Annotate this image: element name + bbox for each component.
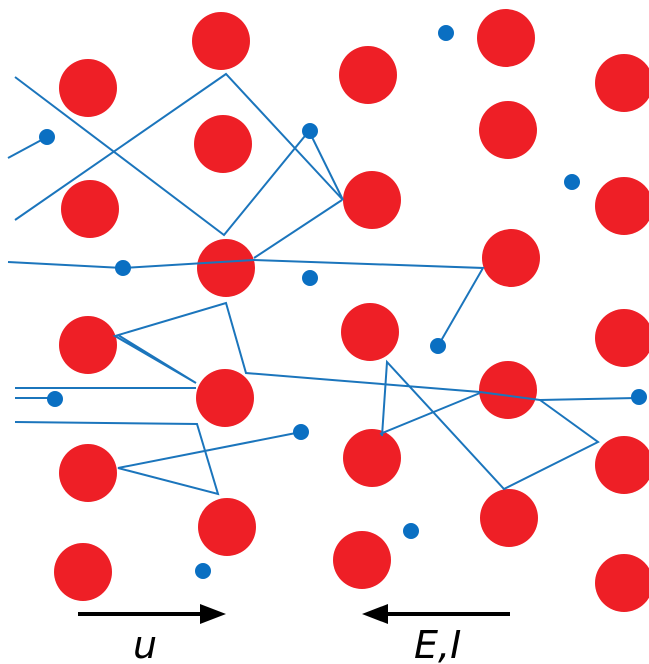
ion-23 bbox=[54, 543, 112, 601]
ion-1 bbox=[192, 12, 250, 70]
ion-6 bbox=[194, 115, 252, 173]
ion-21 bbox=[198, 498, 256, 556]
trajectory-11 bbox=[381, 359, 600, 491]
ion-7 bbox=[479, 101, 537, 159]
ion-12 bbox=[482, 229, 540, 287]
ion-9 bbox=[343, 171, 401, 229]
ion-15 bbox=[595, 309, 649, 367]
ion-3 bbox=[339, 46, 397, 104]
field-current-arrow bbox=[362, 604, 510, 624]
electron-1 bbox=[438, 25, 454, 41]
electron-12 bbox=[195, 563, 211, 579]
drift-velocity-label: u bbox=[133, 623, 157, 664]
electron-4 bbox=[564, 174, 580, 190]
field-current-label: E,I bbox=[414, 623, 461, 664]
lattice-ions bbox=[54, 9, 649, 612]
trajectory-8 bbox=[14, 421, 302, 496]
ion-16 bbox=[196, 369, 254, 427]
electron-9 bbox=[631, 389, 647, 405]
ion-20 bbox=[595, 436, 649, 494]
ion-4 bbox=[477, 9, 535, 67]
ion-2 bbox=[59, 59, 117, 117]
ion-18 bbox=[59, 444, 117, 502]
electron-3 bbox=[302, 123, 318, 139]
ion-10 bbox=[595, 177, 649, 235]
ion-8 bbox=[61, 180, 119, 238]
trajectory-10 bbox=[253, 199, 343, 259]
electron-7 bbox=[430, 338, 446, 354]
drift-velocity-arrow bbox=[78, 604, 226, 624]
trajectory-1 bbox=[14, 72, 344, 237]
electron-10 bbox=[293, 424, 309, 440]
trajectory-4 bbox=[121, 258, 485, 347]
field-current-arrowhead bbox=[362, 604, 388, 624]
ion-25 bbox=[595, 554, 649, 612]
electron-6 bbox=[302, 270, 318, 286]
electron-trajectories bbox=[7, 72, 640, 496]
trajectory-5 bbox=[112, 301, 640, 402]
ion-13 bbox=[59, 316, 117, 374]
ion-22 bbox=[480, 489, 538, 547]
electron-11 bbox=[403, 523, 419, 539]
drift-velocity-arrowhead bbox=[200, 604, 226, 624]
electron-5 bbox=[115, 260, 131, 276]
trajectory-9 bbox=[379, 392, 481, 435]
ion-19 bbox=[343, 429, 401, 487]
ion-14 bbox=[341, 303, 399, 361]
ion-11 bbox=[197, 239, 255, 297]
ion-5 bbox=[595, 54, 649, 112]
trajectory-3 bbox=[7, 261, 124, 269]
electron-8 bbox=[47, 391, 63, 407]
ion-24 bbox=[333, 531, 391, 589]
ion-17 bbox=[479, 361, 537, 419]
electron-2 bbox=[39, 129, 55, 145]
free-electrons bbox=[39, 25, 647, 579]
